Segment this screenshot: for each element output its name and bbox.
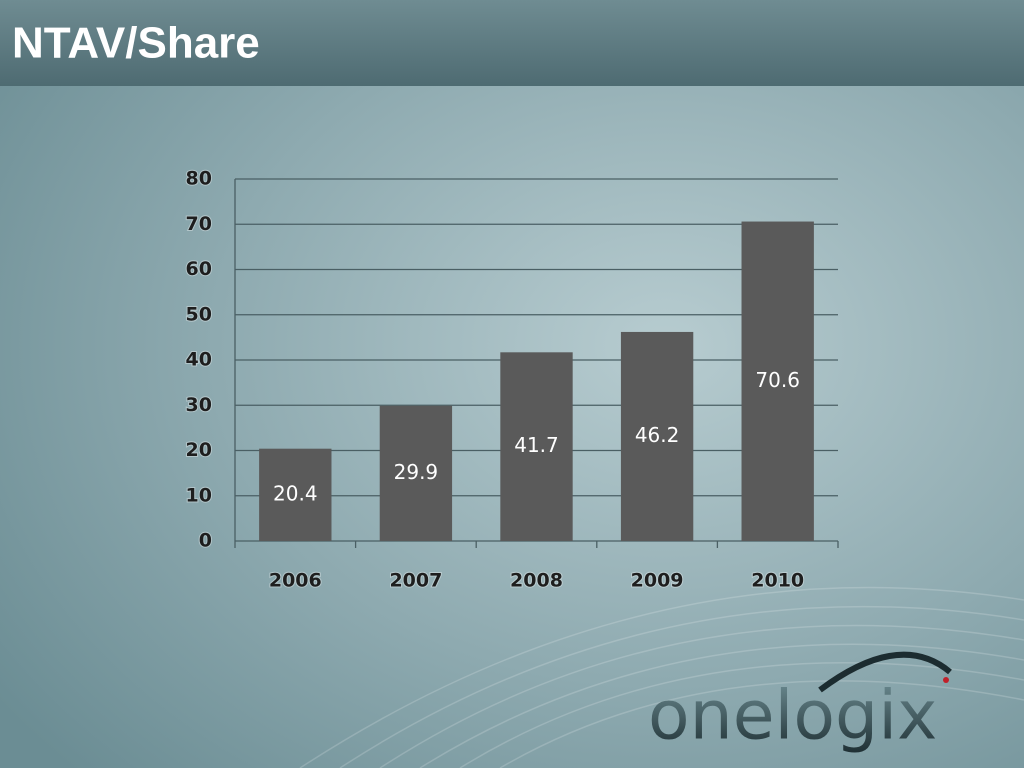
- value-label: 29.9: [394, 460, 439, 484]
- x-tick-label: 2009: [631, 570, 684, 592]
- y-tick-label: 10: [186, 484, 212, 506]
- title-bar: [0, 0, 1024, 86]
- value-label: 70.6: [755, 368, 800, 392]
- plot: 0 10 20 30 40 50 60 70 80 2006 20.4 2007 29.9 2008 41.…: [185, 167, 839, 593]
- y-tick-label: 20: [186, 439, 212, 461]
- value-label: 41.7: [514, 433, 559, 457]
- value-label: 46.2: [635, 423, 680, 447]
- logo: onelogix: [648, 677, 937, 756]
- slide-title: NTAV/Share: [12, 19, 260, 68]
- bar: [259, 448, 332, 541]
- swirl: [299, 586, 1024, 768]
- bar: [741, 221, 814, 541]
- y-tick-label: 80: [186, 168, 212, 190]
- x-tick-label: 2007: [389, 570, 442, 592]
- x-tick-label: 2008: [510, 570, 563, 592]
- bar: [620, 331, 694, 541]
- y-tick-label: 0: [199, 530, 212, 552]
- y-tick-label: 70: [186, 213, 212, 235]
- bar: [500, 352, 573, 541]
- x-tick-label: 2006: [269, 570, 322, 592]
- y-tick-label: 40: [186, 349, 212, 371]
- y-tick-label: 60: [186, 258, 212, 280]
- logo-arc: [818, 651, 952, 693]
- x-tick-label: 2010: [751, 570, 804, 592]
- logo-dot: [943, 677, 949, 683]
- y-tick-label: 50: [186, 303, 212, 325]
- bar: [379, 405, 453, 541]
- y-tick-label: 30: [186, 394, 212, 416]
- value-label: 20.4: [273, 481, 318, 505]
